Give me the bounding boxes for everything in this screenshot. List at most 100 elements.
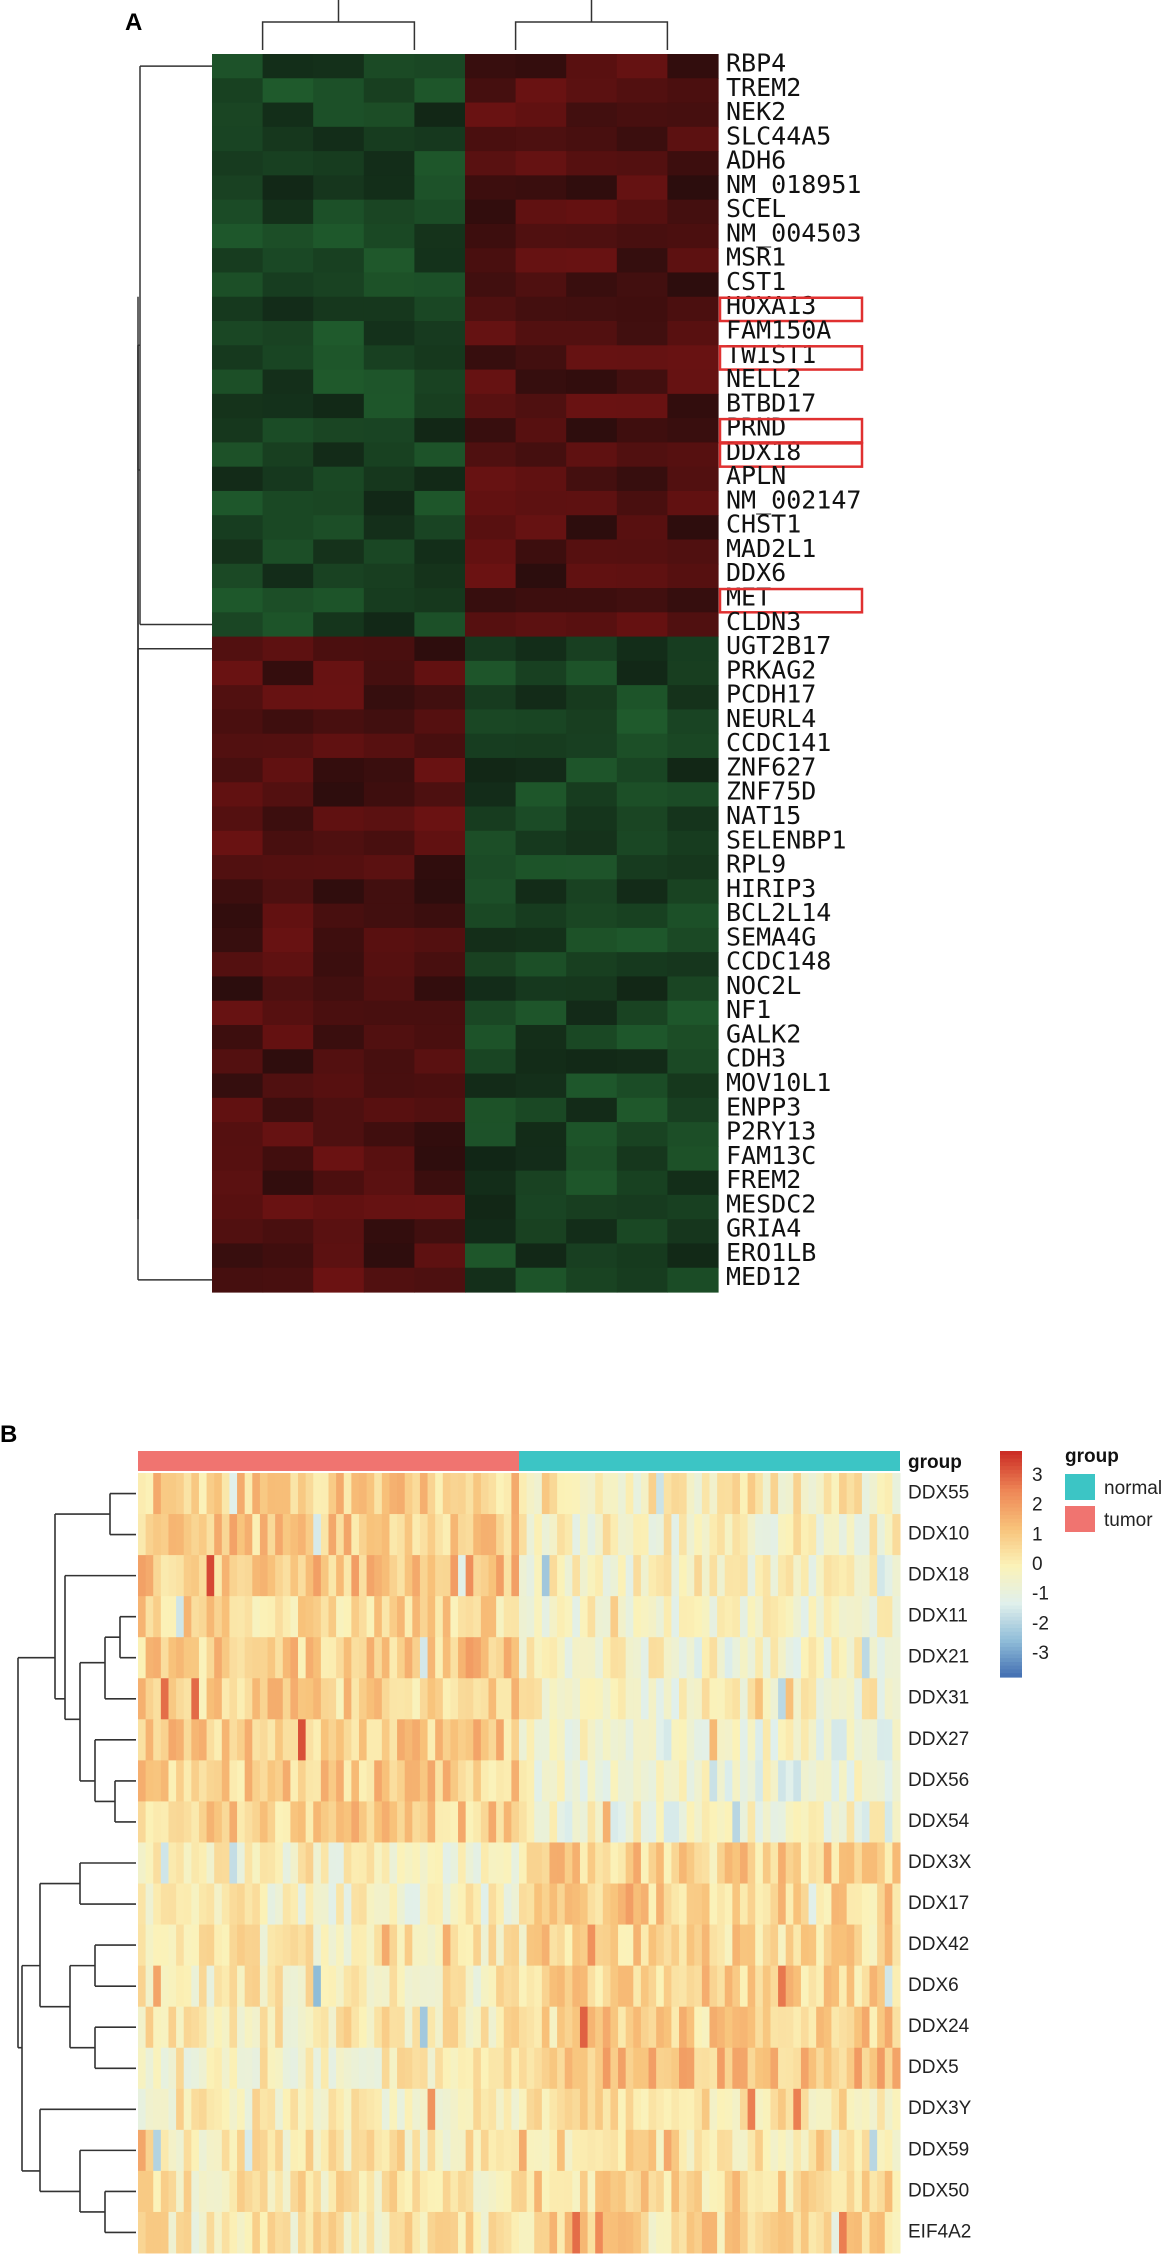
heatmap-b-cell: [717, 2006, 726, 2049]
heatmap-b-cell: [138, 2006, 147, 2049]
heatmap-b-cell: [648, 1760, 657, 1802]
heatmap-b-cell: [579, 1924, 589, 1967]
heatmap-b-cell: [221, 1760, 230, 1802]
heatmap-b-cell: [595, 1924, 604, 1967]
heatmap-b-cell: [214, 2211, 223, 2254]
heatmap-a-cell: [465, 830, 517, 856]
heatmap-b-cell: [602, 1719, 611, 1761]
heatmap-a-cell: [515, 1097, 567, 1123]
heatmap-b-cell: [656, 1965, 665, 2008]
heatmap-b-cell: [747, 2006, 756, 2049]
heatmap-b-cell: [275, 1473, 284, 1515]
heatmap-b-cell: [488, 2211, 497, 2254]
heatmap-b-cell: [313, 1883, 322, 1926]
heatmap-b-cell: [511, 1514, 520, 1556]
heatmap-a-cell: [515, 175, 567, 201]
color-scale-segment: [1000, 1673, 1022, 1678]
heatmap-b-cell: [602, 2170, 611, 2213]
heatmap-b-cell: [648, 1637, 657, 1679]
heatmap-b-cell: [808, 2047, 817, 2090]
heatmap-b-cell: [534, 1473, 543, 1515]
heatmap-b-cell: [724, 1883, 733, 1926]
heatmap-b-cell: [419, 2006, 429, 2049]
heatmap-b-cell: [366, 1555, 375, 1597]
gene-label-ddx3y: DDX3Y: [908, 2098, 972, 2119]
heatmap-b-cell: [435, 2006, 444, 2049]
heatmap-b-cell: [762, 1473, 771, 1515]
heatmap-b-cell: [816, 1637, 825, 1679]
heatmap-a-cell: [616, 685, 668, 711]
heatmap-b-cell: [800, 1473, 810, 1515]
heatmap-a-cell: [616, 393, 668, 419]
heatmap-b-cell: [747, 1924, 756, 1967]
heatmap-b-cell: [419, 1760, 429, 1802]
heatmap-b-cell: [839, 1842, 848, 1885]
heatmap-b-cell: [351, 1924, 360, 1967]
heatmap-b-cell: [397, 1555, 406, 1597]
heatmap-a-cell: [616, 1073, 668, 1099]
heatmap-a-cell: [262, 296, 314, 322]
heatmap-b-cell: [191, 1801, 200, 1843]
heatmap-b-cell: [412, 2170, 421, 2213]
heatmap-a-cell: [667, 855, 719, 880]
heatmap-b-cell: [496, 2006, 505, 2049]
heatmap-b-cell: [663, 1883, 672, 1926]
heatmap-a-cell: [566, 321, 618, 346]
heatmap-b-cell: [564, 1514, 573, 1556]
heatmap-a-cell: [515, 539, 567, 565]
heatmap-b-cell: [884, 1514, 893, 1556]
heatmap-a-cell: [566, 78, 618, 104]
heatmap-a-cell: [616, 830, 668, 856]
heatmap-b-cell: [198, 1719, 208, 1761]
heatmap-b-cell: [473, 1678, 482, 1720]
heatmap-b-cell: [206, 1760, 215, 1802]
heatmap-a-cell: [616, 199, 668, 225]
heatmap-b-cell: [579, 1760, 589, 1802]
heatmap-b-cell: [656, 1473, 665, 1515]
heatmap-b-cell: [717, 1965, 726, 2008]
heatmap-b-cell: [564, 1760, 573, 1802]
heatmap-b-cell: [138, 1719, 147, 1761]
heatmap-a-cell: [566, 830, 618, 856]
heatmap-b-cell: [168, 1842, 177, 1885]
heatmap-a-cell: [313, 733, 365, 759]
heatmap-b-cell: [602, 2088, 611, 2131]
heatmap-b-cell: [176, 1678, 185, 1720]
heatmap-b-cell: [808, 2170, 817, 2213]
heatmap-b-cell: [488, 1760, 497, 1802]
heatmap-a-cell: [313, 1000, 365, 1026]
heatmap-a-cell: [414, 1122, 466, 1147]
heatmap-b-cell: [595, 1965, 604, 2008]
heatmap-b-cell: [366, 2088, 375, 2131]
heatmap-b-cell: [854, 2170, 863, 2213]
heatmap-a-cell: [515, 879, 567, 905]
heatmap-b-cell: [450, 1924, 459, 1967]
heatmap-b-cell: [298, 1473, 307, 1515]
heatmap-b-cell: [374, 1596, 383, 1638]
heatmap-b-cell: [374, 2129, 383, 2172]
heatmap-b-cell: [435, 2170, 444, 2213]
heatmap-b-cell: [854, 2006, 863, 2049]
heatmap-b-cell: [861, 2006, 871, 2049]
heatmap-a-cell: [515, 1049, 567, 1075]
heatmap-a-cell: [566, 1146, 618, 1172]
heatmap-b-cell: [473, 1965, 482, 2008]
heatmap-b-cell: [755, 1801, 764, 1843]
heatmap-b-cell: [816, 1719, 825, 1761]
heatmap-b-cell: [427, 2211, 436, 2254]
color-scale-segment: [1000, 1658, 1022, 1663]
heatmap-a-cell: [212, 175, 264, 201]
heatmap-a-cell: [363, 369, 415, 395]
heatmap-b-cell: [679, 2047, 688, 2090]
heatmap-b-cell: [724, 2170, 733, 2213]
heatmap-b-cell: [252, 1965, 261, 2008]
heatmap-b-cell: [176, 1842, 185, 1885]
heatmap-b-cell: [419, 1637, 429, 1679]
heatmap-b-cell: [374, 1883, 383, 1926]
heatmap-b-cell: [473, 2006, 482, 2049]
heatmap-a-cell: [566, 1194, 618, 1220]
heatmap-a-cell: [667, 272, 719, 298]
heatmap-b-cell: [686, 1801, 695, 1843]
heatmap-b-cell: [381, 2047, 390, 2090]
heatmap-b-cell: [747, 1473, 756, 1515]
